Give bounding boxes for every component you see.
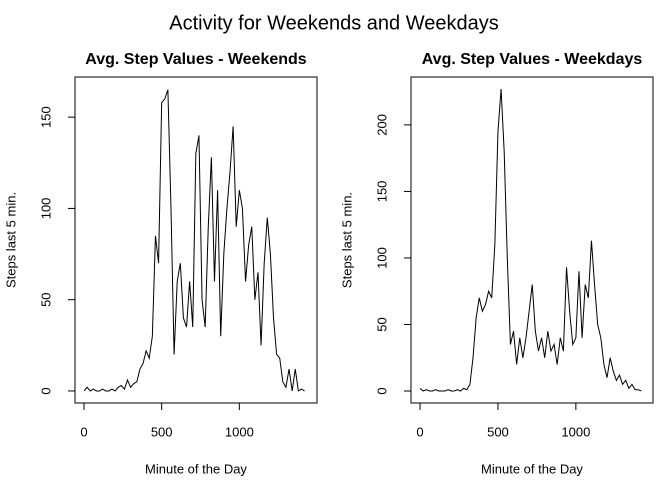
y-tick-label: 0 — [38, 387, 53, 394]
y-tick-label: 200 — [374, 114, 389, 136]
main-title: Activity for Weekends and Weekdays — [169, 12, 498, 34]
x-tick-label: 1000 — [561, 424, 590, 439]
y-tick-label: 50 — [374, 317, 389, 331]
y-tick-label: 100 — [38, 198, 53, 220]
x-tick-label: 0 — [80, 424, 87, 439]
x-tick-label: 0 — [416, 424, 423, 439]
x-axis-label: Minute of the Day — [481, 461, 583, 476]
x-axis-label: Minute of the Day — [145, 461, 247, 476]
x-tick-label: 500 — [151, 424, 173, 439]
y-axis-label: Steps last 5 min. — [3, 192, 18, 288]
y-tick-label: 150 — [38, 106, 53, 128]
x-tick-label: 1000 — [225, 424, 254, 439]
y-tick-label: 100 — [374, 247, 389, 269]
y-tick-label: 50 — [38, 292, 53, 306]
y-tick-label: 150 — [374, 181, 389, 203]
y-tick-label: 0 — [374, 387, 389, 394]
x-tick-label: 500 — [487, 424, 509, 439]
chart-title: Avg. Step Values - Weekends — [85, 51, 307, 68]
chart-title: Avg. Step Values - Weekdays — [422, 51, 643, 68]
y-axis-label: Steps last 5 min. — [339, 192, 354, 288]
data-line — [419, 88, 642, 392]
data-line — [83, 89, 305, 392]
